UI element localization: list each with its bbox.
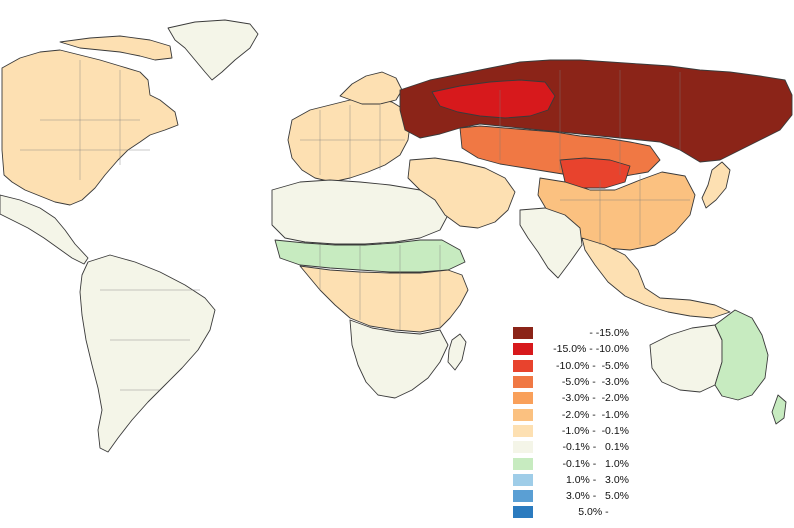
legend-label: 5.0% - (572, 506, 629, 519)
legend-item: -1.0% - -0.1% (513, 423, 633, 439)
legend-item: 1.0% - 3.0% (513, 472, 633, 488)
legend-item: -15.0% - -10.0% (513, 341, 633, 357)
region-scandinavia (339, 71, 403, 105)
region-middle-east (407, 157, 516, 229)
region-india (519, 207, 583, 279)
legend-label: -1.0% - -0.1% (558, 424, 629, 437)
legend-swatch (513, 408, 533, 421)
legend-item: -10.0% - -5.0% (513, 358, 633, 374)
legend-item: -0.1% - 0.1% (513, 439, 633, 455)
legend-swatch (513, 506, 533, 519)
legend-label: - -15.0% (571, 327, 629, 340)
legend-label: -0.1% - 0.1% (559, 441, 629, 454)
region-southern-africa (349, 319, 449, 399)
legend-item: -3.0% - -2.0% (513, 390, 633, 406)
legend-label: -3.0% - -2.0% (558, 392, 629, 405)
legend-item: -5.0% - -3.0% (513, 374, 633, 390)
legend-label: -15.0% - -10.0% (553, 343, 629, 356)
legend-label: 1.0% - 3.0% (560, 473, 629, 486)
region-central-africa (299, 265, 469, 333)
legend-swatch (513, 457, 533, 470)
legend-swatch (513, 392, 533, 405)
legend-label: -2.0% - -1.0% (558, 408, 629, 421)
legend-label: -10.0% - -5.0% (556, 359, 629, 372)
internal-borders (20, 60, 690, 391)
region-greenland (167, 19, 259, 81)
legend-item: 3.0% - 5.0% (513, 488, 633, 504)
legend-swatch (513, 473, 533, 486)
region-australia-west (649, 324, 723, 393)
legend-swatch (513, 490, 533, 503)
legend-swatch (513, 343, 533, 356)
region-south-america (79, 254, 216, 453)
region-madagascar (447, 333, 467, 371)
region-australia-east (714, 309, 769, 401)
legend-swatch (513, 327, 533, 340)
legend-swatch (513, 441, 533, 454)
region-central-america (0, 194, 89, 265)
region-southeast-asia (581, 237, 731, 319)
legend: - -15.0% -15.0% - -10.0% -10.0% - -5.0% -5… (513, 325, 633, 521)
region-canada-arctic (59, 35, 173, 61)
legend-item: 5.0% - (513, 504, 633, 520)
legend-swatch (513, 424, 533, 437)
legend-swatch (513, 376, 533, 389)
region-new-zealand (771, 394, 787, 425)
legend-label: -0.1% - 1.0% (559, 457, 629, 470)
legend-swatch (513, 359, 533, 372)
region-north-africa (271, 179, 449, 245)
legend-item: -0.1% - 1.0% (513, 455, 633, 471)
legend-label: -5.0% - -3.0% (558, 376, 629, 389)
region-russia-west (431, 79, 556, 119)
legend-item: - -15.0% (513, 325, 633, 341)
region-north-america (1, 49, 179, 206)
region-japan (701, 161, 731, 209)
legend-item: -2.0% - -1.0% (513, 406, 633, 422)
legend-label: 3.0% - 5.0% (560, 490, 629, 503)
